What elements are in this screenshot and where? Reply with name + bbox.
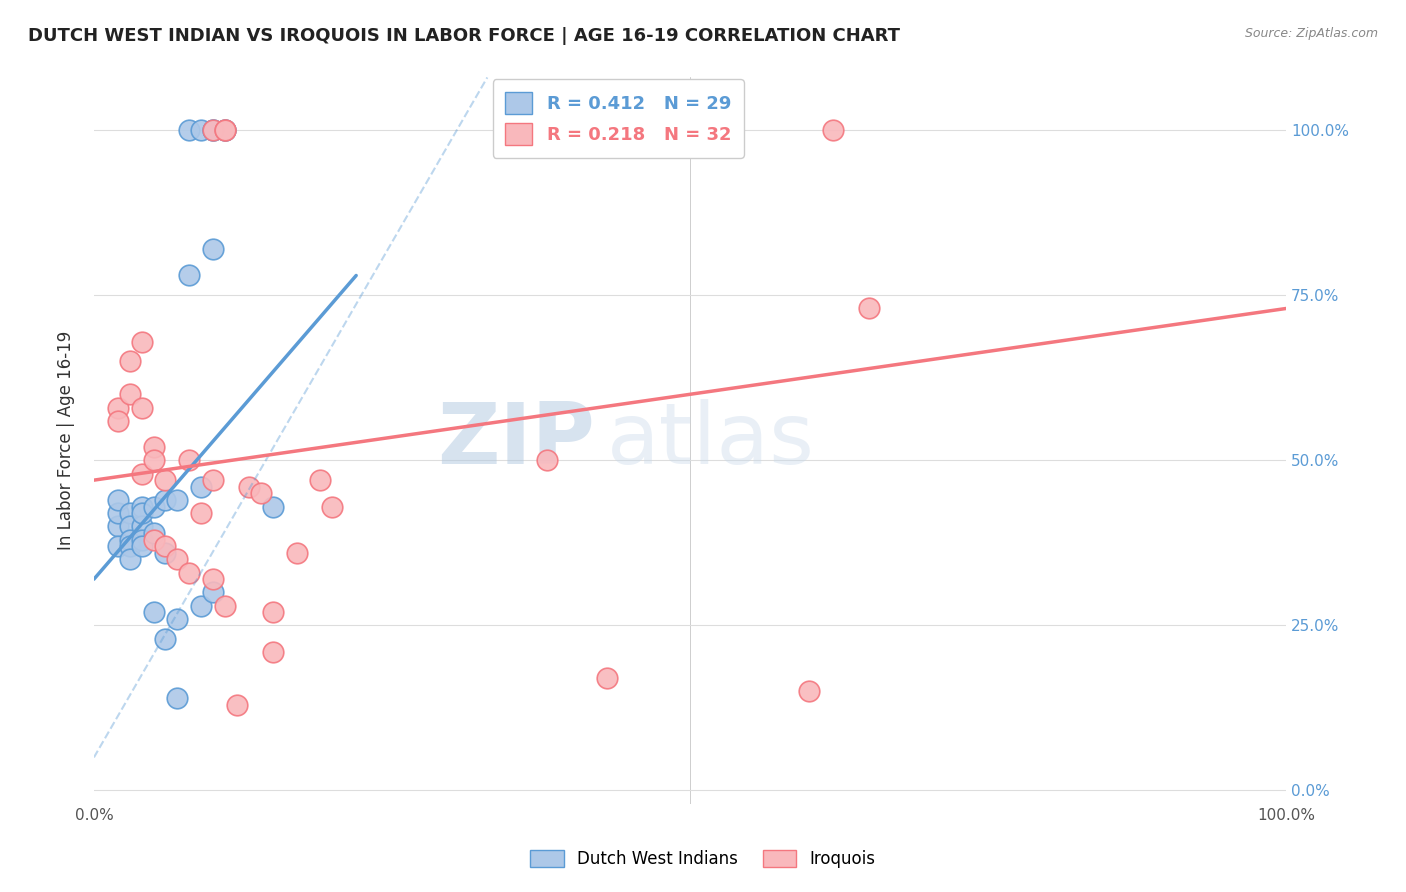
Point — [118, 506, 141, 520]
Point — [202, 572, 225, 586]
Point — [238, 480, 260, 494]
Point — [155, 539, 177, 553]
Legend: R = 0.412   N = 29, R = 0.218   N = 32: R = 0.412 N = 29, R = 0.218 N = 32 — [492, 79, 744, 158]
Point — [131, 500, 153, 514]
Point — [595, 671, 617, 685]
Point — [166, 552, 188, 566]
Point — [131, 467, 153, 481]
Point — [179, 566, 201, 580]
Point — [155, 632, 177, 646]
Point — [118, 387, 141, 401]
Text: ZIP: ZIP — [437, 399, 595, 482]
Point — [202, 473, 225, 487]
Point — [226, 698, 249, 712]
Point — [155, 492, 177, 507]
Point — [214, 123, 236, 137]
Point — [118, 539, 141, 553]
Point — [321, 500, 343, 514]
Point — [142, 605, 165, 619]
Point — [536, 453, 558, 467]
Text: DUTCH WEST INDIAN VS IROQUOIS IN LABOR FORCE | AGE 16-19 CORRELATION CHART: DUTCH WEST INDIAN VS IROQUOIS IN LABOR F… — [28, 27, 900, 45]
Point — [107, 519, 129, 533]
Point — [166, 612, 188, 626]
Point — [202, 123, 225, 137]
Point — [202, 242, 225, 256]
Point — [179, 123, 201, 137]
Point — [285, 546, 308, 560]
Point — [107, 539, 129, 553]
Point — [131, 334, 153, 349]
Point — [262, 605, 284, 619]
Point — [155, 473, 177, 487]
Point — [202, 123, 225, 137]
Point — [131, 539, 153, 553]
Point — [118, 519, 141, 533]
Point — [190, 599, 212, 613]
Point — [131, 506, 153, 520]
Point — [142, 440, 165, 454]
Point — [166, 492, 188, 507]
Point — [118, 354, 141, 368]
Point — [179, 268, 201, 283]
Point — [142, 453, 165, 467]
Point — [107, 414, 129, 428]
Text: atlas: atlas — [606, 399, 814, 482]
Point — [142, 500, 165, 514]
Point — [107, 492, 129, 507]
Point — [107, 401, 129, 415]
Point — [142, 533, 165, 547]
Point — [131, 519, 153, 533]
Point — [179, 453, 201, 467]
Point — [214, 599, 236, 613]
Point — [166, 691, 188, 706]
Point — [262, 500, 284, 514]
Point — [190, 506, 212, 520]
Y-axis label: In Labor Force | Age 16-19: In Labor Force | Age 16-19 — [58, 331, 75, 550]
Point — [202, 123, 225, 137]
Point — [118, 552, 141, 566]
Point — [155, 546, 177, 560]
Point — [202, 585, 225, 599]
Point — [797, 684, 820, 698]
Point — [214, 123, 236, 137]
Point — [118, 533, 141, 547]
Text: Source: ZipAtlas.com: Source: ZipAtlas.com — [1244, 27, 1378, 40]
Point — [190, 123, 212, 137]
Point — [250, 486, 273, 500]
Point — [131, 401, 153, 415]
Point — [142, 525, 165, 540]
Point — [214, 123, 236, 137]
Point — [214, 123, 236, 137]
Point — [821, 123, 844, 137]
Point — [262, 645, 284, 659]
Point — [190, 480, 212, 494]
Point — [309, 473, 332, 487]
Point — [131, 533, 153, 547]
Legend: Dutch West Indians, Iroquois: Dutch West Indians, Iroquois — [523, 843, 883, 875]
Point — [107, 506, 129, 520]
Point — [858, 301, 880, 316]
